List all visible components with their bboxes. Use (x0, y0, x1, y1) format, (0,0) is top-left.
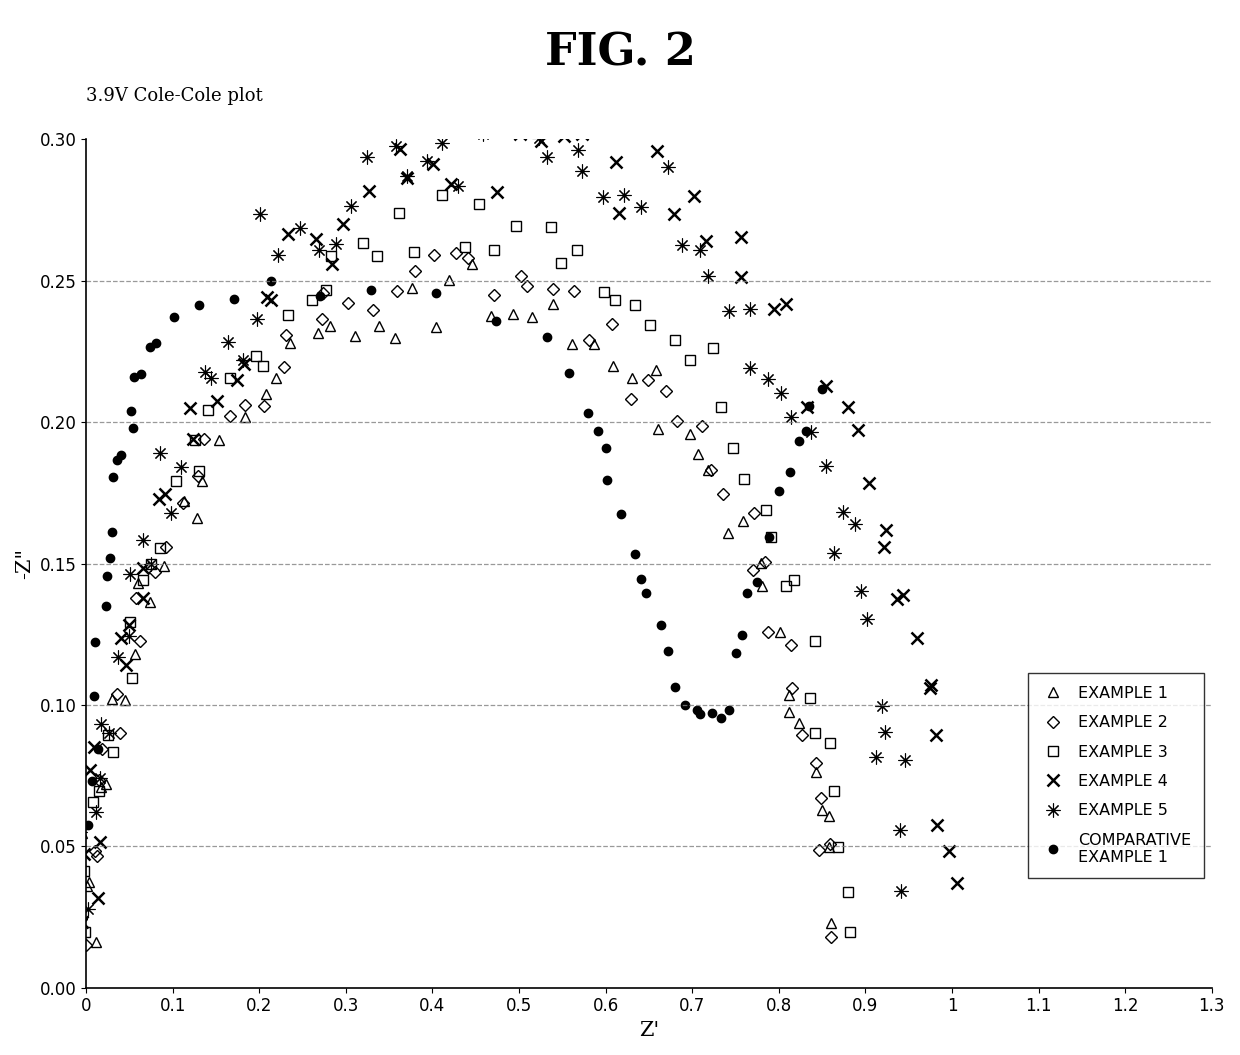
Legend: EXAMPLE 1, EXAMPLE 2, EXAMPLE 3, EXAMPLE 4, EXAMPLE 5, COMPARATIVE
EXAMPLE 1: EXAMPLE 1, EXAMPLE 2, EXAMPLE 3, EXAMPLE… (1028, 673, 1204, 878)
X-axis label: Z': Z' (639, 1021, 660, 1040)
Text: FIG. 2: FIG. 2 (544, 32, 696, 75)
Y-axis label: -Z": -Z" (15, 548, 33, 579)
Text: 3.9V Cole-Cole plot: 3.9V Cole-Cole plot (86, 88, 263, 106)
